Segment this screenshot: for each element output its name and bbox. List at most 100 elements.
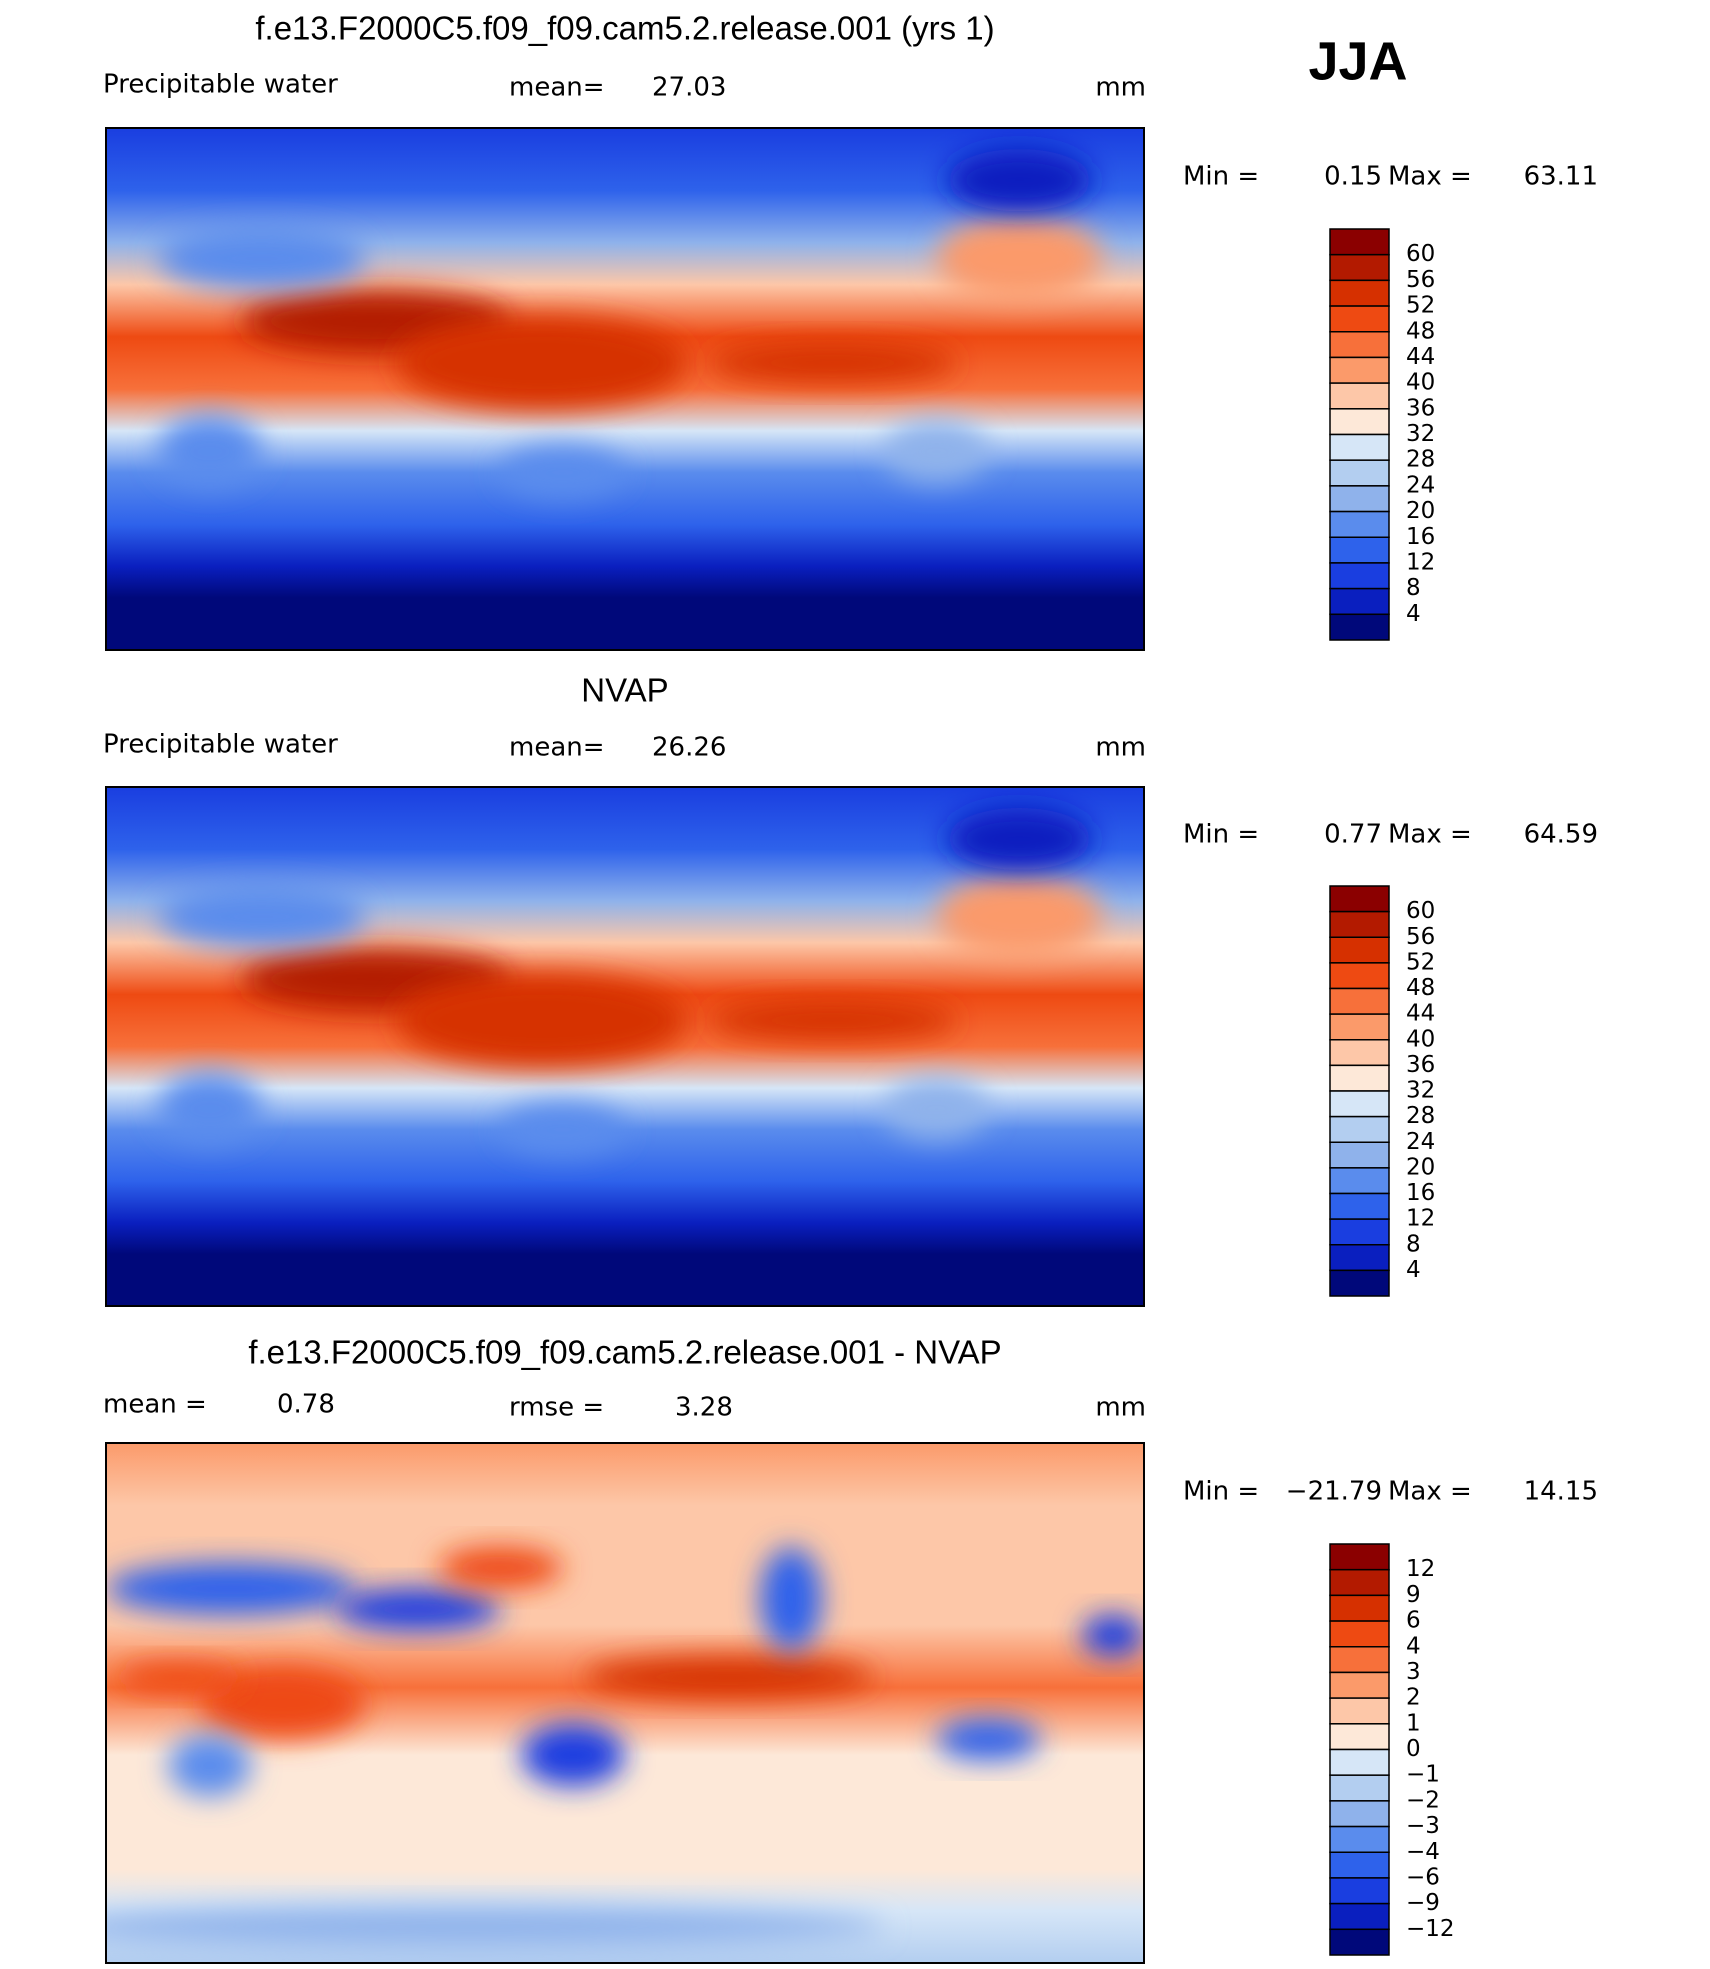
- colorbar-label: −3: [1406, 1813, 1440, 1839]
- colorbar-label: 60: [1406, 241, 1435, 267]
- colorbar-label: 36: [1406, 1052, 1435, 1078]
- colorbar-box: [1329, 1774, 1390, 1802]
- stat-label: rmse =: [509, 1393, 604, 1423]
- colorbar-label: −4: [1406, 1839, 1440, 1865]
- colorbar-box: [1329, 536, 1390, 564]
- colorbar-label: 0: [1406, 1736, 1421, 1762]
- colorbar-label: −12: [1406, 1916, 1455, 1942]
- colorbar-label: 8: [1406, 1231, 1421, 1257]
- subtitle-left: Precipitable water: [103, 70, 338, 100]
- colorbar-box: [1329, 1594, 1390, 1622]
- colorbar-box: [1329, 1620, 1390, 1648]
- colorbar-box: [1329, 987, 1390, 1015]
- min-label: Min =: [1183, 1477, 1259, 1507]
- colorbar-label: −2: [1406, 1787, 1440, 1813]
- map-region: [199, 1666, 366, 1740]
- max-value: 64.59: [1524, 820, 1598, 850]
- colorbar-box: [1329, 1928, 1390, 1956]
- colorbar-label: 3: [1406, 1659, 1421, 1685]
- colorbar-box: [1329, 1697, 1390, 1725]
- map-region: [106, 1562, 356, 1615]
- colorbar-box: [1329, 1115, 1390, 1143]
- colorbar-box: [1329, 433, 1390, 461]
- colorbar-box: [1329, 613, 1390, 641]
- colorbar-box: [1329, 936, 1390, 964]
- map-region: [1081, 1614, 1144, 1657]
- colorbar-label: −1: [1406, 1762, 1440, 1788]
- colorbar-box: [1329, 1192, 1390, 1220]
- panel-title: f.e13.F2000C5.f09_f09.cam5.2.release.001…: [248, 1334, 1001, 1371]
- colorbar-label: 20: [1406, 498, 1435, 524]
- colorbar-box: [1329, 356, 1390, 384]
- colorbar-box: [1329, 962, 1390, 990]
- colorbar-box: [1329, 1568, 1390, 1597]
- min-value: 0.77: [1324, 820, 1382, 850]
- colorbar-box: [1329, 1064, 1390, 1092]
- colorbar-label: 20: [1406, 1154, 1435, 1180]
- colorbar-box: [1329, 485, 1390, 513]
- colorbar-label: 56: [1406, 267, 1435, 293]
- map-region: [157, 415, 262, 489]
- map-region: [884, 420, 989, 483]
- map-region: [334, 1588, 501, 1631]
- colorbar-box: [1329, 587, 1390, 616]
- colorbar-label: 16: [1406, 524, 1435, 550]
- colorbar-box: [1329, 1090, 1390, 1118]
- colorbar-label: −6: [1406, 1864, 1440, 1890]
- colorbar-label: 52: [1406, 949, 1435, 975]
- map-region: [708, 342, 958, 384]
- colorbar-box: [1329, 1244, 1390, 1272]
- stat-label: mean=: [509, 73, 605, 103]
- colorbar-label: 32: [1406, 1078, 1435, 1104]
- map-region: [936, 875, 1103, 959]
- colorbar-box: [1329, 1013, 1390, 1041]
- colorbar-box: [1329, 253, 1390, 282]
- map-region: [157, 1072, 262, 1146]
- subtitle-left: Precipitable water: [103, 730, 338, 760]
- colorbar-label: 24: [1406, 472, 1435, 498]
- colorbar-label: 1: [1406, 1710, 1421, 1736]
- colorbar-box: [1329, 408, 1390, 436]
- colorbar-label: 4: [1406, 1633, 1421, 1659]
- colorbar-box: [1329, 1269, 1390, 1297]
- map-region: [759, 1547, 823, 1651]
- colorbar-box: [1329, 459, 1390, 487]
- map-region: [946, 148, 1093, 212]
- map-region: [106, 1905, 885, 1948]
- colorbar-label: 48: [1406, 975, 1435, 1001]
- max-value: 63.11: [1524, 162, 1598, 192]
- colorbar-label: 24: [1406, 1129, 1435, 1155]
- colorbar-box: [1329, 1800, 1390, 1828]
- min-label: Min =: [1183, 820, 1259, 850]
- colorbar-label: 2: [1406, 1685, 1421, 1711]
- map-region: [521, 1723, 625, 1787]
- map-region: [396, 973, 688, 1068]
- colorbar-label: 28: [1406, 447, 1435, 473]
- colorbar-label: 4: [1406, 1257, 1421, 1283]
- map-frame: [105, 1442, 1145, 1964]
- colorbar-box: [1329, 279, 1390, 307]
- colorbar-label: 9: [1406, 1582, 1421, 1608]
- map: [106, 1443, 1144, 1963]
- map-region: [936, 216, 1103, 301]
- colorbar-label: 40: [1406, 370, 1435, 396]
- colorbar-box: [1329, 1902, 1390, 1931]
- colorbar-box: [1329, 305, 1390, 333]
- colorbar-box: [1329, 910, 1390, 938]
- min-value: 0.15: [1324, 162, 1382, 192]
- colorbar-box: [1329, 1877, 1390, 1905]
- colorbar-box: [1329, 1039, 1390, 1067]
- colorbar-box: [1329, 1141, 1390, 1169]
- map-frame: [105, 786, 1145, 1307]
- map: [106, 128, 1144, 650]
- colorbar-label: 52: [1406, 293, 1435, 319]
- colorbar-box: [1329, 1723, 1390, 1751]
- colorbar-box: [1329, 885, 1390, 913]
- units: mm: [1095, 1393, 1146, 1423]
- colorbar-box: [1329, 1543, 1390, 1571]
- map-region: [884, 1077, 989, 1140]
- colorbar-box: [1329, 1748, 1390, 1776]
- colorbar-label: −9: [1406, 1890, 1440, 1916]
- map-region: [438, 1547, 563, 1589]
